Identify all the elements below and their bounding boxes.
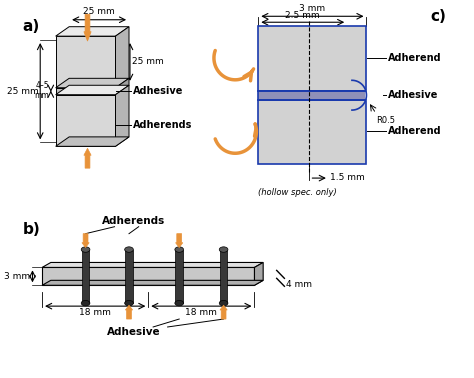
Text: (hollow spec. only): (hollow spec. only) xyxy=(258,188,337,197)
Text: 18 mm: 18 mm xyxy=(79,308,111,317)
Polygon shape xyxy=(55,95,116,146)
Polygon shape xyxy=(42,267,255,285)
Polygon shape xyxy=(55,27,129,36)
Text: a): a) xyxy=(23,19,40,34)
Polygon shape xyxy=(116,27,129,88)
Polygon shape xyxy=(42,262,263,267)
Ellipse shape xyxy=(219,301,228,306)
Polygon shape xyxy=(258,100,366,164)
Text: 18 mm: 18 mm xyxy=(185,308,218,317)
Text: 25 mm: 25 mm xyxy=(7,87,38,96)
Polygon shape xyxy=(42,280,263,285)
Polygon shape xyxy=(82,249,90,303)
Ellipse shape xyxy=(175,301,183,306)
Ellipse shape xyxy=(125,247,133,252)
Text: 2.5 mm: 2.5 mm xyxy=(285,11,320,20)
Polygon shape xyxy=(116,85,129,146)
Polygon shape xyxy=(220,249,228,303)
Ellipse shape xyxy=(219,247,228,252)
Text: 25 mm: 25 mm xyxy=(83,7,115,16)
Text: Adherend: Adherend xyxy=(388,126,441,136)
Ellipse shape xyxy=(81,247,90,252)
Ellipse shape xyxy=(175,247,183,252)
Text: 25 mm: 25 mm xyxy=(132,57,164,67)
Ellipse shape xyxy=(81,301,90,306)
Text: Adherend: Adherend xyxy=(388,53,441,63)
Polygon shape xyxy=(255,262,263,285)
Text: Adherends: Adherends xyxy=(133,121,192,130)
Polygon shape xyxy=(258,91,366,100)
Polygon shape xyxy=(258,26,366,91)
Polygon shape xyxy=(365,90,383,101)
Text: Adhesive: Adhesive xyxy=(133,86,183,96)
Text: Adhesive: Adhesive xyxy=(388,90,438,100)
Polygon shape xyxy=(84,14,91,41)
Text: 3 mm: 3 mm xyxy=(299,4,326,13)
Polygon shape xyxy=(82,234,89,248)
Ellipse shape xyxy=(125,301,133,306)
Polygon shape xyxy=(175,249,183,303)
Polygon shape xyxy=(126,305,133,319)
Polygon shape xyxy=(84,148,91,168)
Polygon shape xyxy=(116,78,129,95)
Text: 4 mm: 4 mm xyxy=(286,280,312,289)
Text: 1.5 mm: 1.5 mm xyxy=(330,173,365,181)
Text: 3 mm: 3 mm xyxy=(4,272,30,281)
Polygon shape xyxy=(55,78,129,88)
Polygon shape xyxy=(220,305,227,319)
Polygon shape xyxy=(55,137,129,146)
Text: 4–5
mm: 4–5 mm xyxy=(34,81,49,101)
Polygon shape xyxy=(125,249,133,303)
Polygon shape xyxy=(55,88,116,95)
Polygon shape xyxy=(55,85,129,95)
Text: b): b) xyxy=(23,222,41,237)
Text: Adhesive: Adhesive xyxy=(107,327,161,337)
Polygon shape xyxy=(55,36,116,88)
Text: Adherends: Adherends xyxy=(102,216,165,226)
Polygon shape xyxy=(175,234,183,248)
Text: c): c) xyxy=(430,9,446,24)
Text: R0.5: R0.5 xyxy=(376,116,395,124)
